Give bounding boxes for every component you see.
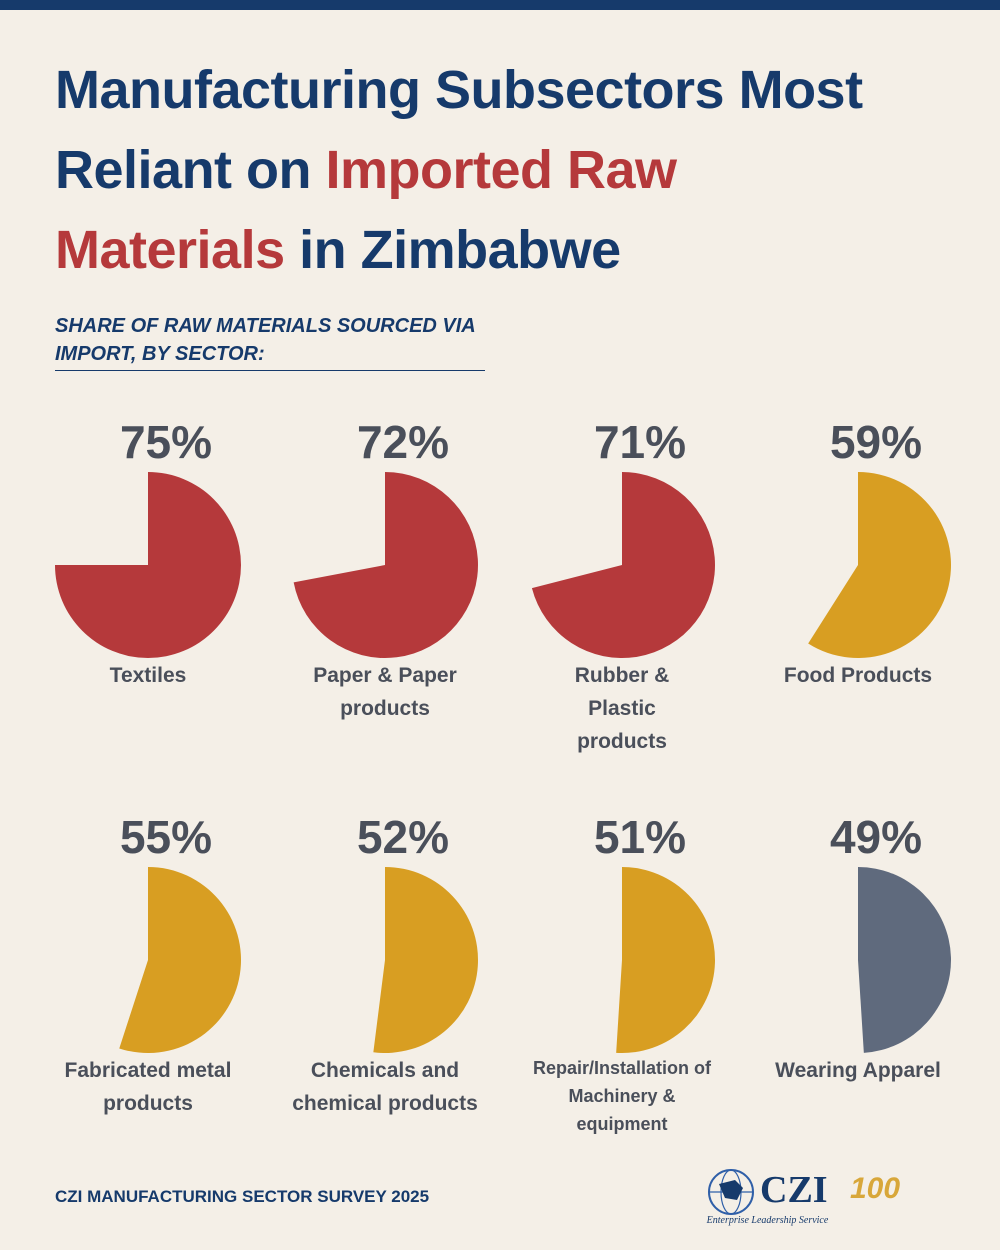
value-label: 51% [593, 811, 687, 863]
sector [119, 867, 241, 1053]
category-label: Chemicals and chemical products [292, 1059, 478, 1115]
source: CZI MANUFACTURING SECTOR SURVEY 2025 [55, 1187, 430, 1206]
anniversary-logo: 100 [850, 1172, 901, 1205]
logo-tagline: Enterprise Leadership Service [706, 1215, 829, 1226]
category-label: Repair/Installation of Machinery & equip… [532, 1058, 712, 1134]
value-label: 71% [593, 416, 687, 468]
subtitle: SHARE OF RAW MATERIALS SOURCED VIA IMPOR… [55, 312, 485, 371]
top-bar [0, 0, 1000, 10]
chart-title: Manufacturing Subsectors Most Reliant on… [55, 50, 875, 290]
sector [616, 867, 715, 1053]
logo: CZI Enterprise Leadership Service [705, 1168, 845, 1232]
category-label: Paper & Paper products [313, 664, 457, 720]
category-label: Food Products [783, 664, 933, 687]
value-label: 52% [356, 811, 450, 863]
sector [373, 867, 478, 1053]
value-label: 55% [119, 811, 213, 863]
sector [808, 472, 951, 658]
logo-name: CZI [760, 1169, 828, 1211]
value-label: 49% [829, 811, 923, 863]
sector [531, 472, 715, 658]
category-label: Wearing Apparel [775, 1059, 941, 1082]
category-label: Rubber & Plastic products [574, 664, 670, 753]
sector [858, 867, 952, 1053]
value-label: 72% [356, 416, 450, 468]
title-segment: Manufacturing Subsectors Most Reliant on [55, 60, 878, 200]
value-label: 75% [119, 416, 213, 468]
sector [293, 472, 479, 658]
category-label: Textiles [109, 664, 187, 687]
logo-globe [708, 1169, 754, 1215]
value-label: 59% [829, 416, 923, 468]
sector [55, 472, 241, 658]
category-label: Fabricated metal products [64, 1059, 232, 1115]
title-segment: Imported Raw Materials [55, 140, 692, 280]
title-segment: in Zimbabwe [284, 220, 621, 280]
